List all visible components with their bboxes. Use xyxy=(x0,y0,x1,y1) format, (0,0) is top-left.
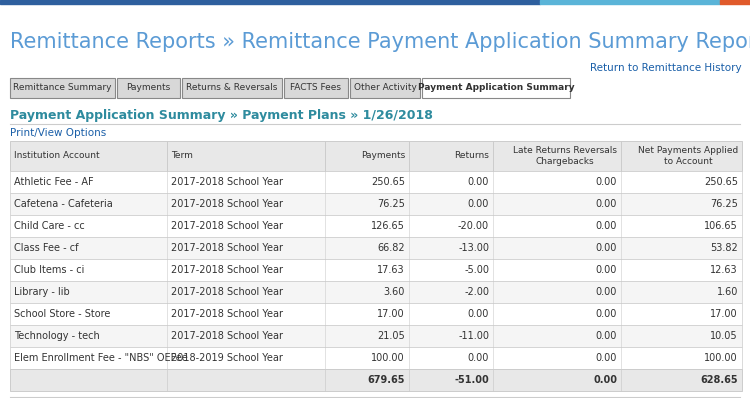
Text: FACTS Fees: FACTS Fees xyxy=(290,84,341,92)
Text: 2017-2018 School Year: 2017-2018 School Year xyxy=(172,287,284,297)
Text: Payments: Payments xyxy=(126,84,170,92)
Text: 12.63: 12.63 xyxy=(710,265,738,275)
Text: -13.00: -13.00 xyxy=(458,243,489,253)
Text: 0.00: 0.00 xyxy=(596,331,617,341)
Text: Athletic Fee - AF: Athletic Fee - AF xyxy=(14,177,94,187)
Text: 66.82: 66.82 xyxy=(377,243,405,253)
Text: Returns & Reversals: Returns & Reversals xyxy=(186,84,278,92)
Text: 0.00: 0.00 xyxy=(596,309,617,319)
Bar xyxy=(0,0,540,4)
Bar xyxy=(10,215,742,237)
Text: -11.00: -11.00 xyxy=(458,331,489,341)
Text: Payment Application Summary: Payment Application Summary xyxy=(418,84,574,92)
Text: -20.00: -20.00 xyxy=(458,221,489,231)
Bar xyxy=(117,78,180,98)
Text: 2017-2018 School Year: 2017-2018 School Year xyxy=(172,309,284,319)
Text: 250.65: 250.65 xyxy=(704,177,738,187)
Text: 2017-2018 School Year: 2017-2018 School Year xyxy=(172,331,284,341)
Bar xyxy=(10,347,742,369)
Text: Technology - tech: Technology - tech xyxy=(14,331,100,341)
Text: Remittance Reports » Remittance Payment Application Summary Report: Remittance Reports » Remittance Payment … xyxy=(10,32,750,52)
Text: 679.65: 679.65 xyxy=(368,375,405,385)
Text: 3.60: 3.60 xyxy=(383,287,405,297)
Text: Institution Account: Institution Account xyxy=(14,152,100,160)
Bar xyxy=(720,0,750,4)
Text: 10.05: 10.05 xyxy=(710,331,738,341)
Text: Elem Enrollment Fee - "NBS" OEFee: Elem Enrollment Fee - "NBS" OEFee xyxy=(14,353,188,363)
Text: 0.00: 0.00 xyxy=(596,265,617,275)
Bar xyxy=(10,237,742,259)
Bar xyxy=(350,78,420,98)
Text: Child Care - cc: Child Care - cc xyxy=(14,221,85,231)
Text: 76.25: 76.25 xyxy=(377,199,405,209)
Bar xyxy=(10,369,742,391)
Text: 0.00: 0.00 xyxy=(468,353,489,363)
Text: 53.82: 53.82 xyxy=(710,243,738,253)
Text: Library - lib: Library - lib xyxy=(14,287,70,297)
Bar xyxy=(10,78,115,98)
Text: Term: Term xyxy=(172,152,194,160)
Text: 0.00: 0.00 xyxy=(596,353,617,363)
Text: 0.00: 0.00 xyxy=(468,199,489,209)
Bar xyxy=(10,171,742,193)
Text: 17.00: 17.00 xyxy=(710,309,738,319)
Text: -2.00: -2.00 xyxy=(464,287,489,297)
Text: Late Returns Reversals
Chargebacks: Late Returns Reversals Chargebacks xyxy=(513,146,617,166)
Bar xyxy=(540,0,720,4)
Text: Payment Application Summary » Payment Plans » 1/26/2018: Payment Application Summary » Payment Pl… xyxy=(10,109,433,121)
Text: Remittance Summary: Remittance Summary xyxy=(13,84,112,92)
Text: 1.60: 1.60 xyxy=(717,287,738,297)
Text: 100.00: 100.00 xyxy=(371,353,405,363)
Text: Net Payments Applied
to Account: Net Payments Applied to Account xyxy=(638,146,738,166)
Text: Other Activity: Other Activity xyxy=(353,84,416,92)
Bar xyxy=(10,259,742,281)
Bar xyxy=(10,303,742,325)
Text: 126.65: 126.65 xyxy=(371,221,405,231)
Text: 0.00: 0.00 xyxy=(596,199,617,209)
Text: 0.00: 0.00 xyxy=(468,309,489,319)
Bar xyxy=(422,78,570,98)
Bar xyxy=(10,193,742,215)
Bar xyxy=(182,78,282,98)
Text: 2018-2019 School Year: 2018-2019 School Year xyxy=(172,353,284,363)
Text: 100.00: 100.00 xyxy=(704,353,738,363)
Text: Cafetena - Cafeteria: Cafetena - Cafeteria xyxy=(14,199,112,209)
Text: 76.25: 76.25 xyxy=(710,199,738,209)
Text: 17.00: 17.00 xyxy=(377,309,405,319)
Text: 0.00: 0.00 xyxy=(468,177,489,187)
Text: -5.00: -5.00 xyxy=(464,265,489,275)
Bar xyxy=(10,325,742,347)
Text: 2017-2018 School Year: 2017-2018 School Year xyxy=(172,221,284,231)
Text: 2017-2018 School Year: 2017-2018 School Year xyxy=(172,177,284,187)
Text: 106.65: 106.65 xyxy=(704,221,738,231)
Text: Payments: Payments xyxy=(361,152,405,160)
Text: Print/View Options: Print/View Options xyxy=(10,128,106,138)
Text: 2017-2018 School Year: 2017-2018 School Year xyxy=(172,199,284,209)
Text: 21.05: 21.05 xyxy=(377,331,405,341)
Text: Club Items - ci: Club Items - ci xyxy=(14,265,84,275)
Text: 0.00: 0.00 xyxy=(596,243,617,253)
Text: 0.00: 0.00 xyxy=(596,287,617,297)
Bar xyxy=(10,281,742,303)
Text: 0.00: 0.00 xyxy=(596,177,617,187)
Text: 17.63: 17.63 xyxy=(377,265,405,275)
Text: 628.65: 628.65 xyxy=(700,375,738,385)
Text: Returns: Returns xyxy=(454,152,489,160)
Bar xyxy=(10,141,742,171)
Text: Class Fee - cf: Class Fee - cf xyxy=(14,243,79,253)
Text: 250.65: 250.65 xyxy=(371,177,405,187)
Text: 2017-2018 School Year: 2017-2018 School Year xyxy=(172,243,284,253)
Text: Return to Remittance History: Return to Remittance History xyxy=(590,63,742,73)
Text: School Store - Store: School Store - Store xyxy=(14,309,110,319)
Text: 2017-2018 School Year: 2017-2018 School Year xyxy=(172,265,284,275)
Text: 0.00: 0.00 xyxy=(596,221,617,231)
Text: 0.00: 0.00 xyxy=(593,375,617,385)
Bar xyxy=(284,78,348,98)
Text: -51.00: -51.00 xyxy=(454,375,489,385)
